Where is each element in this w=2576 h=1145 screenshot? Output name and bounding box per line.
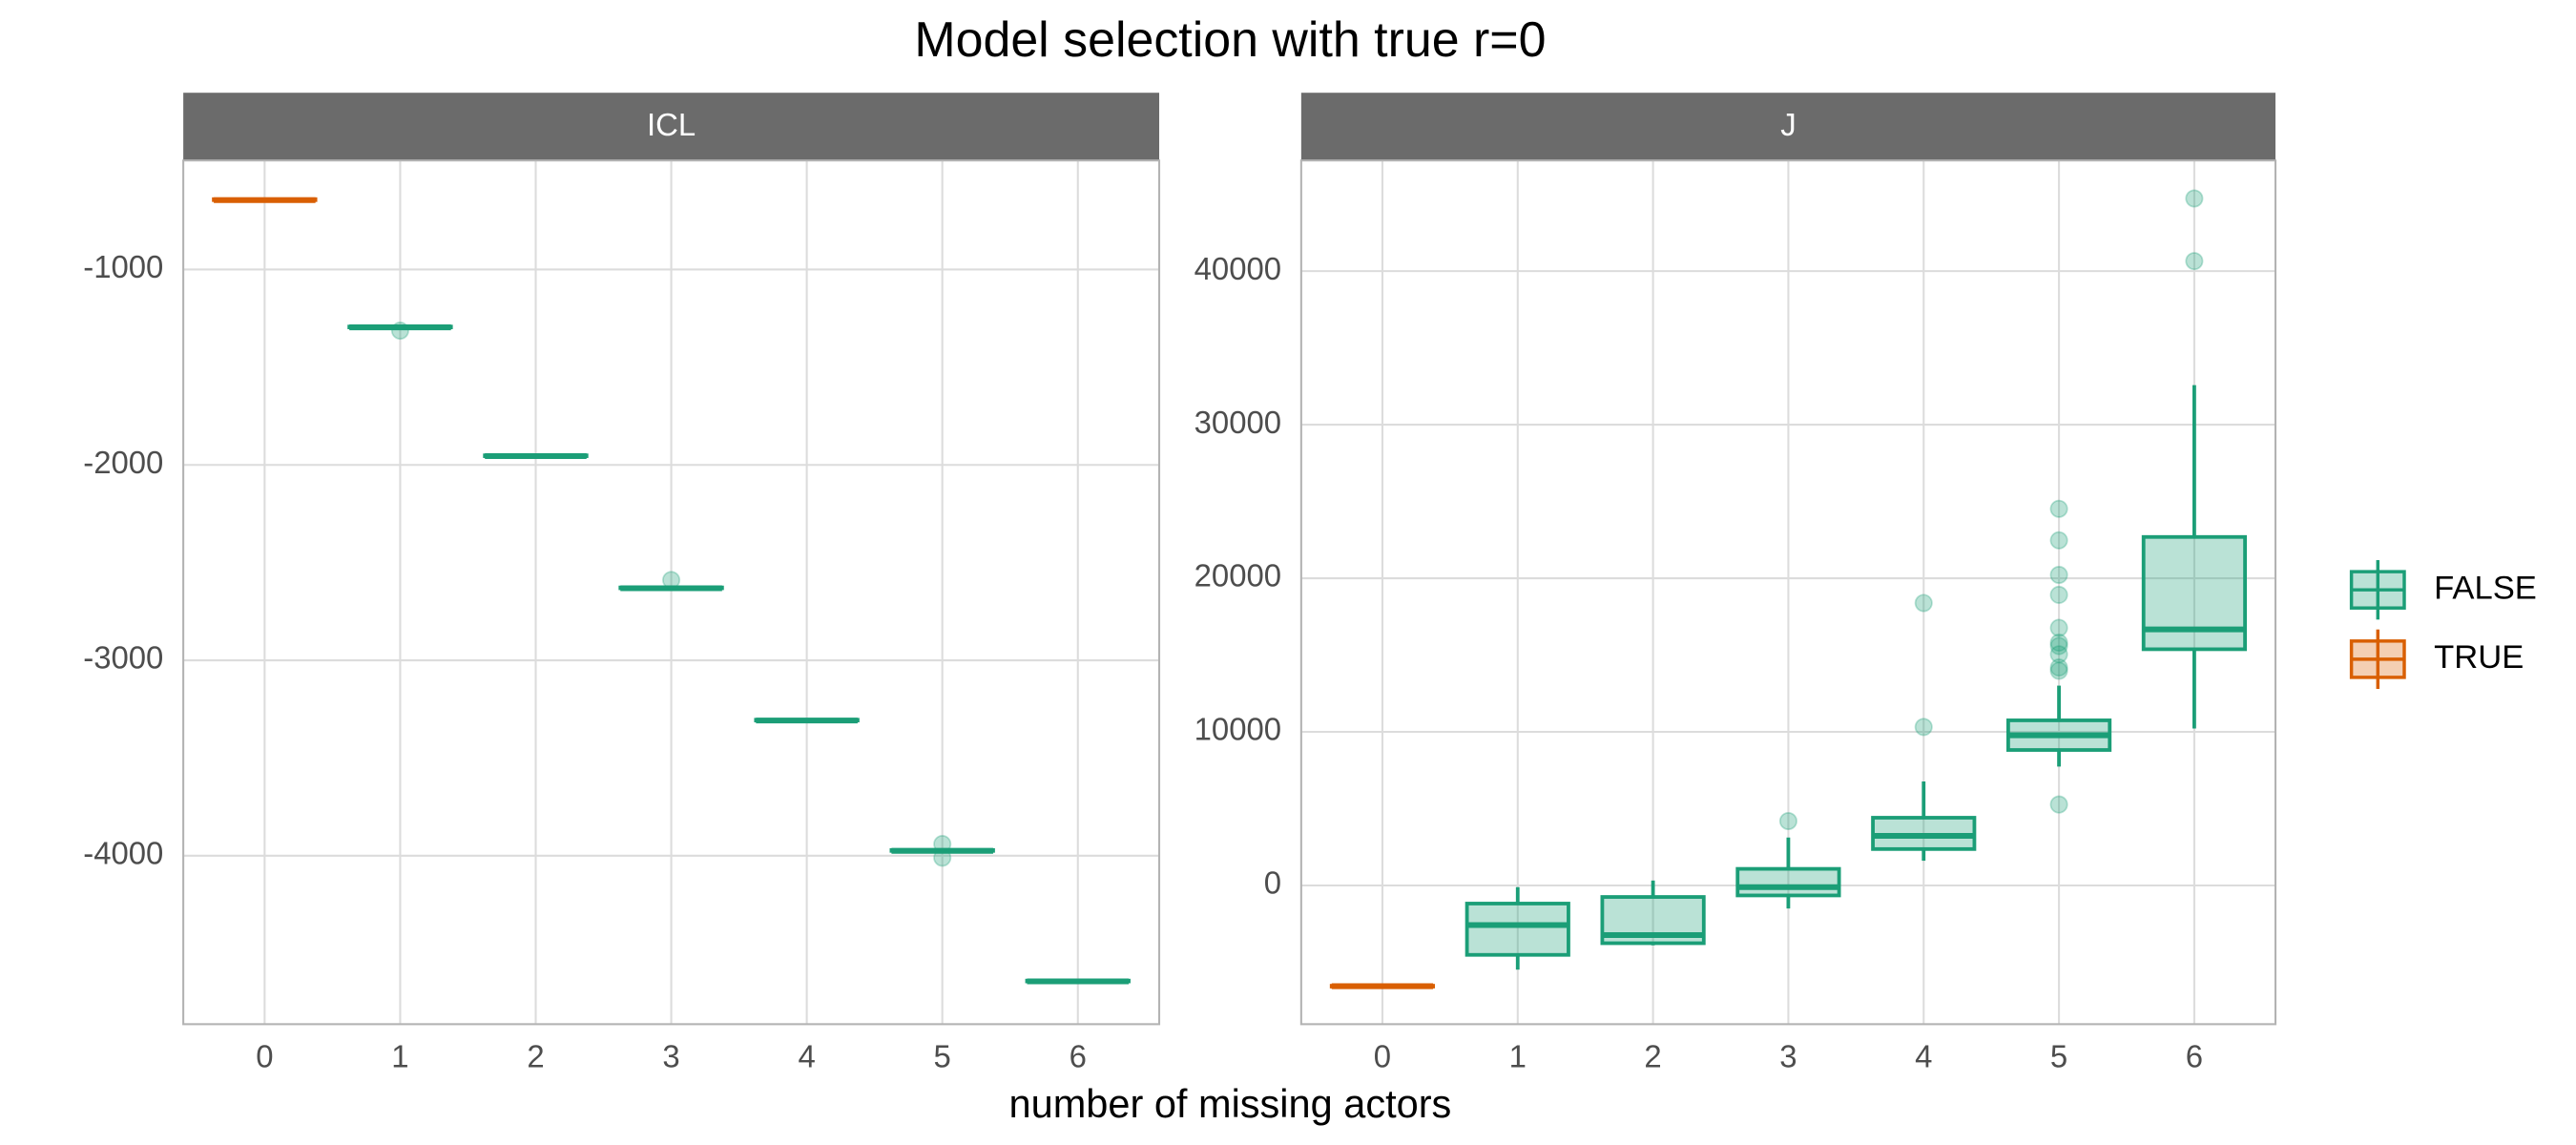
box-plot (889, 835, 995, 867)
x-tick-label: 6 (2186, 1038, 2203, 1073)
panel-border (1299, 159, 2277, 1026)
outlier (933, 848, 952, 867)
facet-label: J (1780, 107, 1796, 142)
outlier (1914, 593, 1933, 613)
x-tick-label: 4 (798, 1038, 815, 1073)
outlier (2185, 189, 2204, 208)
box-plot (1600, 880, 1706, 946)
box (1735, 866, 1841, 898)
outlier (662, 571, 681, 590)
x-tick-label: 5 (934, 1038, 951, 1073)
outlier (2185, 252, 2204, 271)
outlier (2049, 499, 2068, 518)
outlier (2049, 645, 2068, 664)
y-tick-label: 40000 (1195, 251, 1281, 286)
x-tick-label: 1 (1509, 1038, 1527, 1073)
box-plot (212, 197, 318, 203)
x-tick-label: 0 (256, 1038, 273, 1073)
y-tick-label: 10000 (1195, 712, 1281, 747)
outlier (2049, 795, 2068, 814)
box-plot (1871, 593, 1977, 862)
outlier (1914, 718, 1933, 737)
facet-label: ICL (647, 107, 696, 142)
y-tick-label: 30000 (1195, 405, 1281, 440)
y-tick-label: -3000 (83, 640, 163, 676)
x-tick-label: 3 (662, 1038, 679, 1073)
y-tick-label: -1000 (83, 249, 163, 284)
box-plot (1025, 978, 1131, 985)
outlier (2049, 633, 2068, 653)
x-tick-label: 0 (1374, 1038, 1391, 1073)
outlier (2049, 636, 2068, 656)
outlier (1778, 812, 1797, 831)
x-tick-label: 5 (2050, 1038, 2067, 1073)
outlier (390, 322, 409, 341)
outlier (2049, 661, 2068, 680)
chart-title: Model selection with true r=0 (914, 12, 1546, 68)
outlier (2049, 565, 2068, 585)
box-plot (754, 718, 860, 724)
outlier (933, 835, 952, 854)
box-plot (483, 452, 589, 460)
x-tick-label: 2 (527, 1038, 544, 1073)
facet-strip (1300, 93, 2275, 161)
x-tick-label: 3 (1779, 1038, 1797, 1073)
outlier (2049, 585, 2068, 604)
box-plot (2141, 189, 2247, 729)
x-axis-label: number of missing actors (1009, 1081, 1452, 1126)
box-plot (1329, 983, 1436, 989)
box-plot (347, 322, 453, 341)
legend-label: FALSE (2434, 570, 2537, 606)
panel-border (182, 159, 1161, 1026)
x-tick-label: 4 (1915, 1038, 1932, 1073)
outlier (2049, 531, 2068, 550)
outlier (2049, 618, 2068, 637)
x-tick-label: 6 (1070, 1038, 1087, 1073)
y-tick-label: -4000 (83, 836, 163, 871)
y-tick-label: -2000 (83, 445, 163, 480)
facet-strip (183, 93, 1160, 161)
box (2141, 534, 2247, 652)
box-plot (1735, 812, 1841, 909)
box (1465, 902, 1570, 957)
legend-label: TRUE (2434, 639, 2524, 676)
y-tick-label: 0 (1264, 865, 1281, 901)
outlier (2049, 658, 2068, 677)
y-tick-label: 20000 (1195, 558, 1281, 593)
x-tick-label: 2 (1644, 1038, 1661, 1073)
x-tick-label: 1 (391, 1038, 408, 1073)
box-plot (2005, 499, 2112, 814)
box-plot (618, 571, 724, 592)
box-plot (1465, 886, 1570, 970)
